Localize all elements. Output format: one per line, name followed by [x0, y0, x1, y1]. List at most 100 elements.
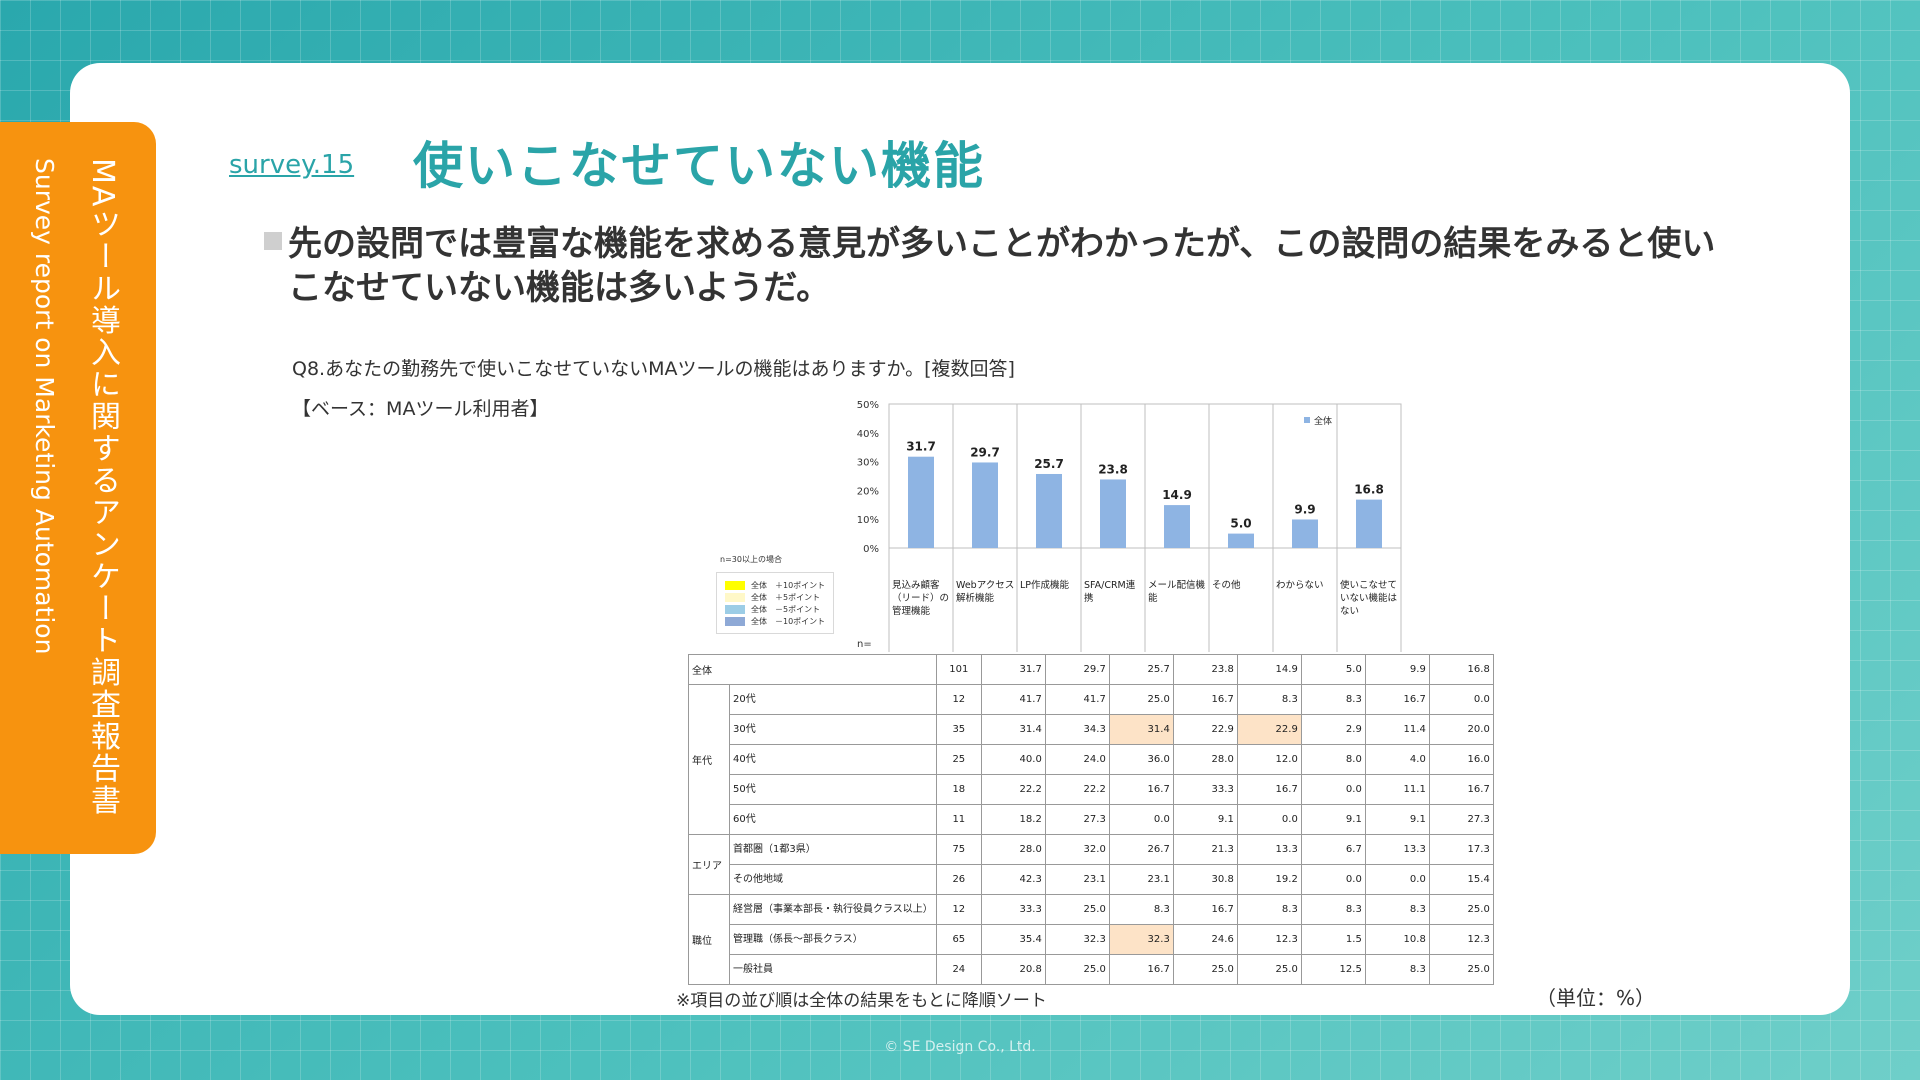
x-category-label: メール配信機 — [1148, 579, 1206, 591]
table-cell: 25.0 — [1172, 954, 1238, 985]
table-cell: 16.7 — [1364, 684, 1430, 715]
mini-legend-item: 全体 －5ポイント — [725, 603, 833, 615]
n-value: 101 — [935, 654, 982, 685]
table-cell: 12.5 — [1300, 954, 1366, 985]
table-cell: 25.0 — [1428, 894, 1494, 925]
table-cell: 8.3 — [1300, 684, 1366, 715]
table-cell: 17.3 — [1428, 834, 1494, 865]
table-cell: 31.4 — [1108, 714, 1174, 745]
row-label: 50代 — [729, 774, 937, 805]
table-cell: 16.7 — [1428, 774, 1494, 805]
y-tick-label: 0% — [863, 544, 879, 555]
mini-legend-item: 全体 ＋5ポイント — [725, 591, 833, 603]
n-value: 12 — [935, 894, 982, 925]
mini-legend-swatch — [725, 580, 745, 590]
mini-legend-item: 全体 ＋10ポイント — [725, 579, 833, 591]
table-row: 全体 101 31.7 29.7 25.7 23.8 14.9 5.0 9.9 16.8 — [688, 654, 1494, 685]
table-cell: 36.0 — [1108, 744, 1174, 775]
mini-legend-label: 全体 ＋5ポイント — [751, 592, 821, 602]
bar-value-label: 5.0 — [1230, 517, 1251, 531]
table-cell: 33.3 — [1172, 774, 1238, 805]
bullet-square-icon — [264, 232, 282, 250]
row-label: 40代 — [729, 744, 937, 775]
table-cell: 32.0 — [1044, 834, 1110, 865]
table-cell: 5.0 — [1300, 654, 1366, 685]
bar-value-label: 23.8 — [1098, 462, 1128, 476]
bar-value-label: 9.9 — [1294, 502, 1315, 516]
y-tick-label: 10% — [857, 515, 879, 526]
table-cell: 42.3 — [980, 864, 1046, 895]
table-cell: 0.0 — [1108, 804, 1174, 835]
n-value: 24 — [935, 954, 982, 985]
table-cell: 31.7 — [980, 654, 1046, 685]
table-cell: 11.1 — [1364, 774, 1430, 805]
x-category-label: ない — [1340, 606, 1359, 617]
table-cell: 8.3 — [1300, 894, 1366, 925]
x-category-label: 携 — [1084, 592, 1094, 604]
y-tick-label: 30% — [857, 458, 879, 469]
table-cell: 24.0 — [1044, 744, 1110, 775]
mini-legend-swatch — [725, 592, 745, 602]
n-value: 26 — [935, 864, 982, 895]
lead-text: 先の設問では豊富な機能を求める意見が多いことがわかったが、この設問の結果をみると… — [288, 224, 1716, 308]
bar — [972, 462, 998, 548]
table-cell: 4.0 — [1364, 744, 1430, 775]
bar-value-label: 14.9 — [1162, 488, 1192, 502]
table-cell: 16.7 — [1108, 954, 1174, 985]
table-cell: 33.3 — [980, 894, 1046, 925]
bar-value-label: 16.8 — [1354, 483, 1384, 497]
table-cell: 23.1 — [1108, 864, 1174, 895]
survey-number-link[interactable]: survey.15 — [229, 150, 355, 180]
x-category-label: LP作成機能 — [1020, 579, 1070, 591]
row-label: その他地域 — [729, 864, 937, 895]
x-category-label: 能 — [1148, 592, 1158, 604]
table-cell: 25.0 — [1044, 954, 1110, 985]
bar — [1100, 479, 1126, 548]
table-cell: 25.0 — [1044, 894, 1110, 925]
bar-value-label: 29.7 — [970, 445, 1000, 459]
table-cell: 9.1 — [1172, 804, 1238, 835]
table-cell: 27.3 — [1428, 804, 1494, 835]
mini-legend-label: 全体 －10ポイント — [751, 616, 826, 626]
row-label: 一般社員 — [729, 954, 937, 985]
y-tick-label: 50% — [857, 400, 879, 411]
table-cell: 6.7 — [1300, 834, 1366, 865]
table-cell: 12.3 — [1428, 924, 1494, 955]
side-title-en: Survey report on Marketing Automation — [30, 158, 59, 655]
table-cell: 23.1 — [1044, 864, 1110, 895]
legend-label: 全体 — [1314, 415, 1332, 427]
table-cell: 41.7 — [1044, 684, 1110, 715]
bar — [1036, 473, 1062, 548]
table-row: 管理職（係長～部長クラス） 65 35.4 32.3 32.3 24.6 12.3 1.5 10… — [689, 924, 1494, 955]
row-label: 管理職（係長～部長クラス） — [729, 924, 937, 955]
table-cell: 20.0 — [1428, 714, 1494, 745]
table-cell: 12.3 — [1236, 924, 1302, 955]
x-category-label: その他 — [1212, 579, 1241, 591]
mini-legend-title: n=30以上の場合 — [720, 555, 782, 564]
table-cell: 8.3 — [1236, 894, 1302, 925]
mini-legend-item: 全体 －10ポイント — [725, 615, 833, 627]
table-cell: 25.0 — [1236, 954, 1302, 985]
x-category-label: 見込み顧客 — [892, 579, 940, 591]
row-label: 全体 — [688, 654, 937, 685]
x-category-label: Webアクセス — [956, 580, 1014, 591]
table-cell: 19.2 — [1236, 864, 1302, 895]
n-value: 25 — [935, 744, 982, 775]
table-row: 職位 経営層（事業本部長・執行役員クラス以上） 12 33.3 25.0 8.3 16.7 8… — [688, 894, 1494, 985]
bar — [1292, 519, 1318, 548]
table-cell: 24.6 — [1172, 924, 1238, 955]
table-cell: 28.0 — [1172, 744, 1238, 775]
x-category-label: SFA/CRM連 — [1084, 579, 1136, 591]
table-cell: 10.8 — [1364, 924, 1430, 955]
table-cell: 35.4 — [980, 924, 1046, 955]
table-cell: 11.4 — [1364, 714, 1430, 745]
table-cell: 22.2 — [980, 774, 1046, 805]
bar — [1356, 499, 1382, 548]
n-value: 12 — [935, 684, 982, 715]
n-value: 11 — [935, 804, 982, 835]
bar — [1228, 533, 1254, 548]
unit-label: （単位：%） — [1536, 986, 1656, 1010]
mini-legend: 全体 ＋10ポイント 全体 ＋5ポイント 全体 －5ポイント 全体 －10ポイント — [716, 572, 834, 634]
table-cell: 8.3 — [1364, 894, 1430, 925]
side-tab: MAツール導入に関するアンケート調査報告書 Survey report on M… — [0, 122, 156, 854]
